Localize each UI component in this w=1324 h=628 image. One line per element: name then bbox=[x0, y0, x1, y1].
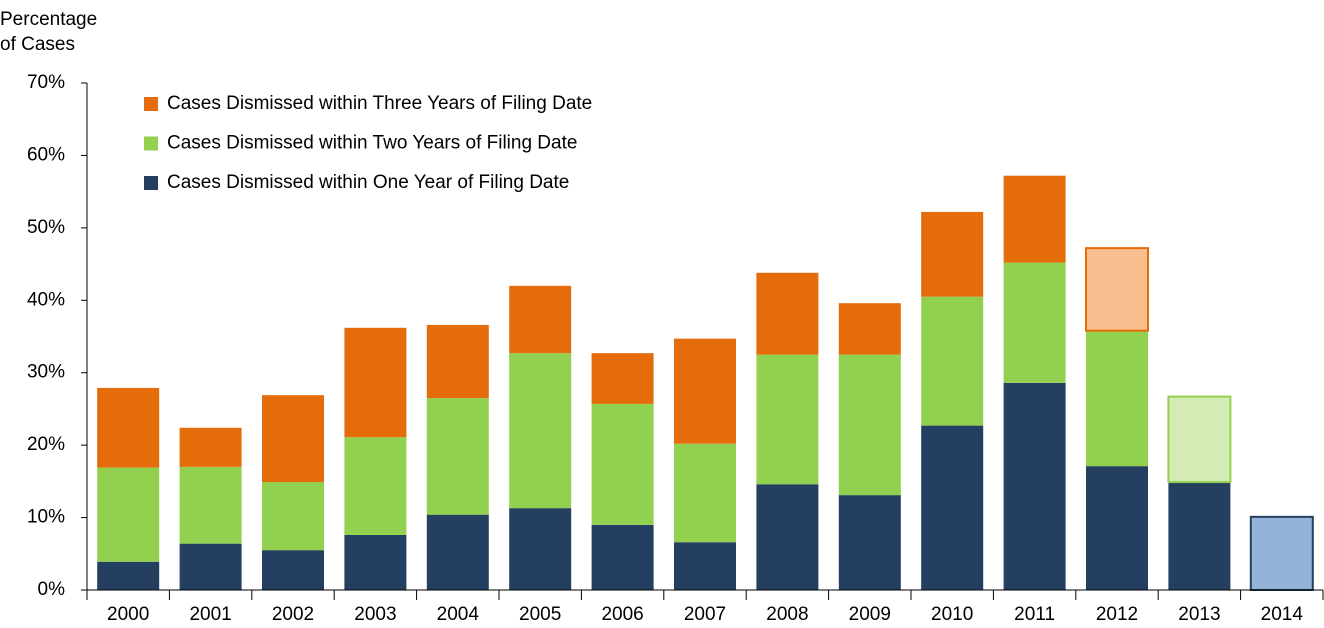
x-tick-label: 2009 bbox=[849, 604, 891, 625]
bar-segment bbox=[591, 403, 654, 525]
x-tick-label: 2000 bbox=[107, 604, 149, 625]
x-tick-label: 2003 bbox=[354, 604, 396, 625]
bar-segment bbox=[509, 285, 572, 354]
bar-segment bbox=[1086, 330, 1148, 467]
bar-segment bbox=[1003, 175, 1066, 263]
bar-segment bbox=[1003, 382, 1066, 590]
bar-segment bbox=[344, 327, 407, 438]
y-tick-label: 20% bbox=[27, 434, 65, 455]
bar-segment bbox=[179, 466, 242, 544]
x-tick-label: 2012 bbox=[1096, 604, 1138, 625]
y-tick-label: 40% bbox=[27, 289, 65, 310]
x-tick-label: 2004 bbox=[437, 604, 480, 625]
bar-segment bbox=[756, 354, 819, 485]
bar-segment bbox=[838, 303, 901, 355]
x-tick-label: 2013 bbox=[1178, 604, 1220, 625]
bar-segment bbox=[426, 514, 489, 590]
bar-segment bbox=[97, 387, 160, 468]
bar-segment bbox=[838, 354, 901, 496]
bar-segment bbox=[344, 534, 407, 590]
x-tick-label: 2002 bbox=[272, 604, 314, 625]
y-tick-label: 60% bbox=[27, 144, 65, 165]
bar-segment bbox=[674, 338, 736, 444]
bar-segment bbox=[179, 427, 242, 467]
bar-segment bbox=[1085, 247, 1149, 332]
bar-segment bbox=[509, 353, 572, 509]
x-tick-label: 2005 bbox=[519, 604, 561, 625]
y-tick-label: 70% bbox=[27, 72, 65, 93]
legend-swatch bbox=[144, 97, 158, 111]
legend-label: Cases Dismissed within One Year of Filin… bbox=[167, 172, 569, 193]
y-tick-label: 0% bbox=[38, 579, 66, 600]
x-tick-label: 2006 bbox=[601, 604, 643, 625]
bar-segment bbox=[97, 561, 160, 590]
y-tick-label: 50% bbox=[27, 217, 65, 238]
x-tick-label: 2010 bbox=[931, 604, 973, 625]
y-tick-label: 30% bbox=[27, 362, 65, 383]
bar-segment bbox=[1168, 482, 1231, 590]
legend-label: Cases Dismissed within Three Years of Fi… bbox=[167, 93, 592, 114]
x-tick-label: 2014 bbox=[1261, 604, 1304, 625]
x-tick-label: 2007 bbox=[684, 604, 726, 625]
bar-segment bbox=[1086, 466, 1148, 590]
y-axis-label: Percentage bbox=[0, 9, 97, 30]
bar-segment bbox=[1249, 515, 1314, 592]
bar-segment bbox=[838, 495, 901, 590]
x-tick-label: 2001 bbox=[189, 604, 231, 625]
bar-segment bbox=[179, 543, 242, 590]
legend-swatch bbox=[144, 176, 158, 190]
bar-segment bbox=[262, 550, 324, 590]
bar-segment bbox=[426, 398, 489, 515]
legend-swatch bbox=[144, 136, 158, 151]
x-tick-label: 2011 bbox=[1014, 604, 1055, 625]
bar-segment bbox=[921, 211, 984, 297]
bar-segment bbox=[1167, 395, 1232, 484]
bar-segment bbox=[591, 524, 654, 590]
bar-segment bbox=[97, 467, 160, 562]
bar-segment bbox=[262, 395, 324, 483]
bar-segment bbox=[756, 484, 819, 590]
bar-segment bbox=[674, 542, 736, 590]
bar-segment bbox=[344, 437, 407, 535]
legend-label: Cases Dismissed within Two Years of Fili… bbox=[167, 133, 577, 154]
bar-segment bbox=[591, 353, 654, 404]
bar-segment bbox=[756, 272, 819, 355]
bar-segment bbox=[426, 324, 489, 399]
bar-segment bbox=[262, 482, 324, 551]
bar-segment bbox=[921, 425, 984, 590]
x-tick-label: 2008 bbox=[766, 604, 808, 625]
y-tick-label: 10% bbox=[27, 507, 65, 528]
bar-segment bbox=[921, 296, 984, 426]
y-axis-label: of Cases bbox=[0, 34, 75, 55]
bar-segment bbox=[1003, 262, 1066, 383]
bar-segment bbox=[674, 443, 736, 543]
bar-segment bbox=[509, 508, 572, 590]
